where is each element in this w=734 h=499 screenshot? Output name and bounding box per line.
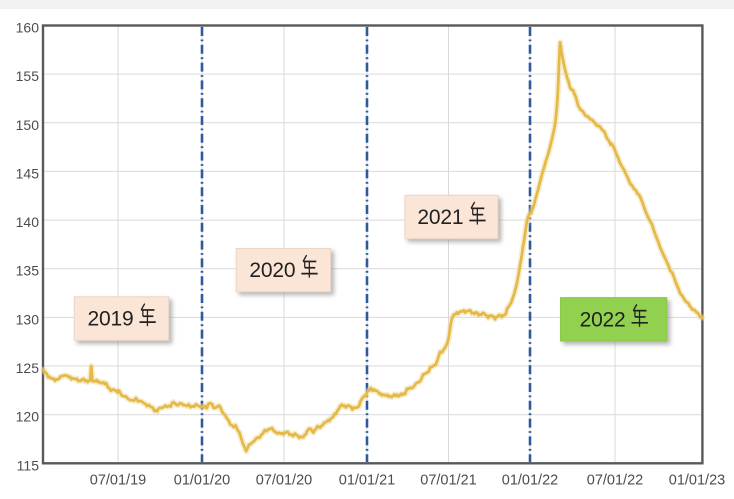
- svg-text:2019: 2019: [88, 308, 134, 331]
- svg-text:07/01/22: 07/01/22: [587, 473, 643, 489]
- svg-text:01/01/21: 01/01/21: [339, 473, 395, 489]
- svg-text:150: 150: [16, 117, 40, 133]
- svg-text:120: 120: [16, 409, 40, 425]
- svg-text:125: 125: [16, 360, 40, 376]
- svg-text:160: 160: [16, 20, 40, 36]
- svg-text:07/01/20: 07/01/20: [256, 473, 312, 489]
- svg-text:140: 140: [16, 214, 40, 230]
- svg-text:01/01/22: 01/01/22: [502, 473, 558, 489]
- svg-text:07/01/19: 07/01/19: [90, 473, 146, 489]
- svg-text:155: 155: [16, 68, 40, 84]
- svg-text:115: 115: [17, 457, 40, 473]
- svg-text:2021: 2021: [417, 206, 463, 229]
- svg-text:145: 145: [16, 165, 40, 181]
- svg-text:2020: 2020: [249, 259, 295, 282]
- svg-text:01/01/23: 01/01/23: [669, 473, 725, 489]
- svg-text:2022: 2022: [580, 308, 626, 331]
- svg-text:01/01/20: 01/01/20: [174, 473, 230, 489]
- svg-text:130: 130: [16, 311, 40, 327]
- svg-text:135: 135: [16, 263, 40, 279]
- svg-text:07/01/21: 07/01/21: [420, 473, 476, 489]
